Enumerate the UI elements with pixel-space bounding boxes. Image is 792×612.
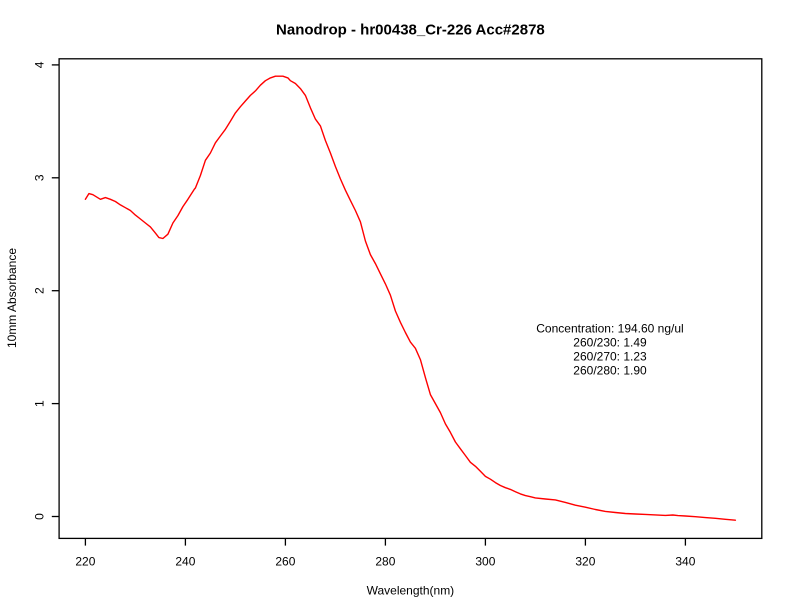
svg-text:300: 300 (475, 555, 495, 569)
svg-text:3: 3 (32, 174, 46, 181)
svg-text:260/230: 1.49: 260/230: 1.49 (573, 336, 647, 350)
svg-text:Wavelength(nm): Wavelength(nm) (367, 584, 455, 598)
svg-text:340: 340 (675, 555, 695, 569)
svg-text:Nanodrop - hr00438_Cr-226 Acc#: Nanodrop - hr00438_Cr-226 Acc#2878 (276, 22, 545, 39)
svg-text:260/280: 1.90: 260/280: 1.90 (573, 364, 647, 378)
svg-text:260: 260 (275, 555, 295, 569)
svg-text:240: 240 (175, 555, 195, 569)
svg-text:260/270: 1.23: 260/270: 1.23 (573, 350, 647, 364)
svg-text:0: 0 (32, 513, 46, 520)
svg-text:4: 4 (32, 61, 46, 68)
svg-text:1: 1 (32, 400, 46, 407)
svg-text:320: 320 (575, 555, 595, 569)
svg-text:220: 220 (75, 555, 95, 569)
svg-text:2: 2 (32, 287, 46, 294)
svg-text:280: 280 (375, 555, 395, 569)
svg-text:Concentration: 194.60 ng/ul: Concentration: 194.60 ng/ul (536, 322, 683, 336)
svg-text:10mm Absorbance: 10mm Absorbance (5, 248, 19, 348)
